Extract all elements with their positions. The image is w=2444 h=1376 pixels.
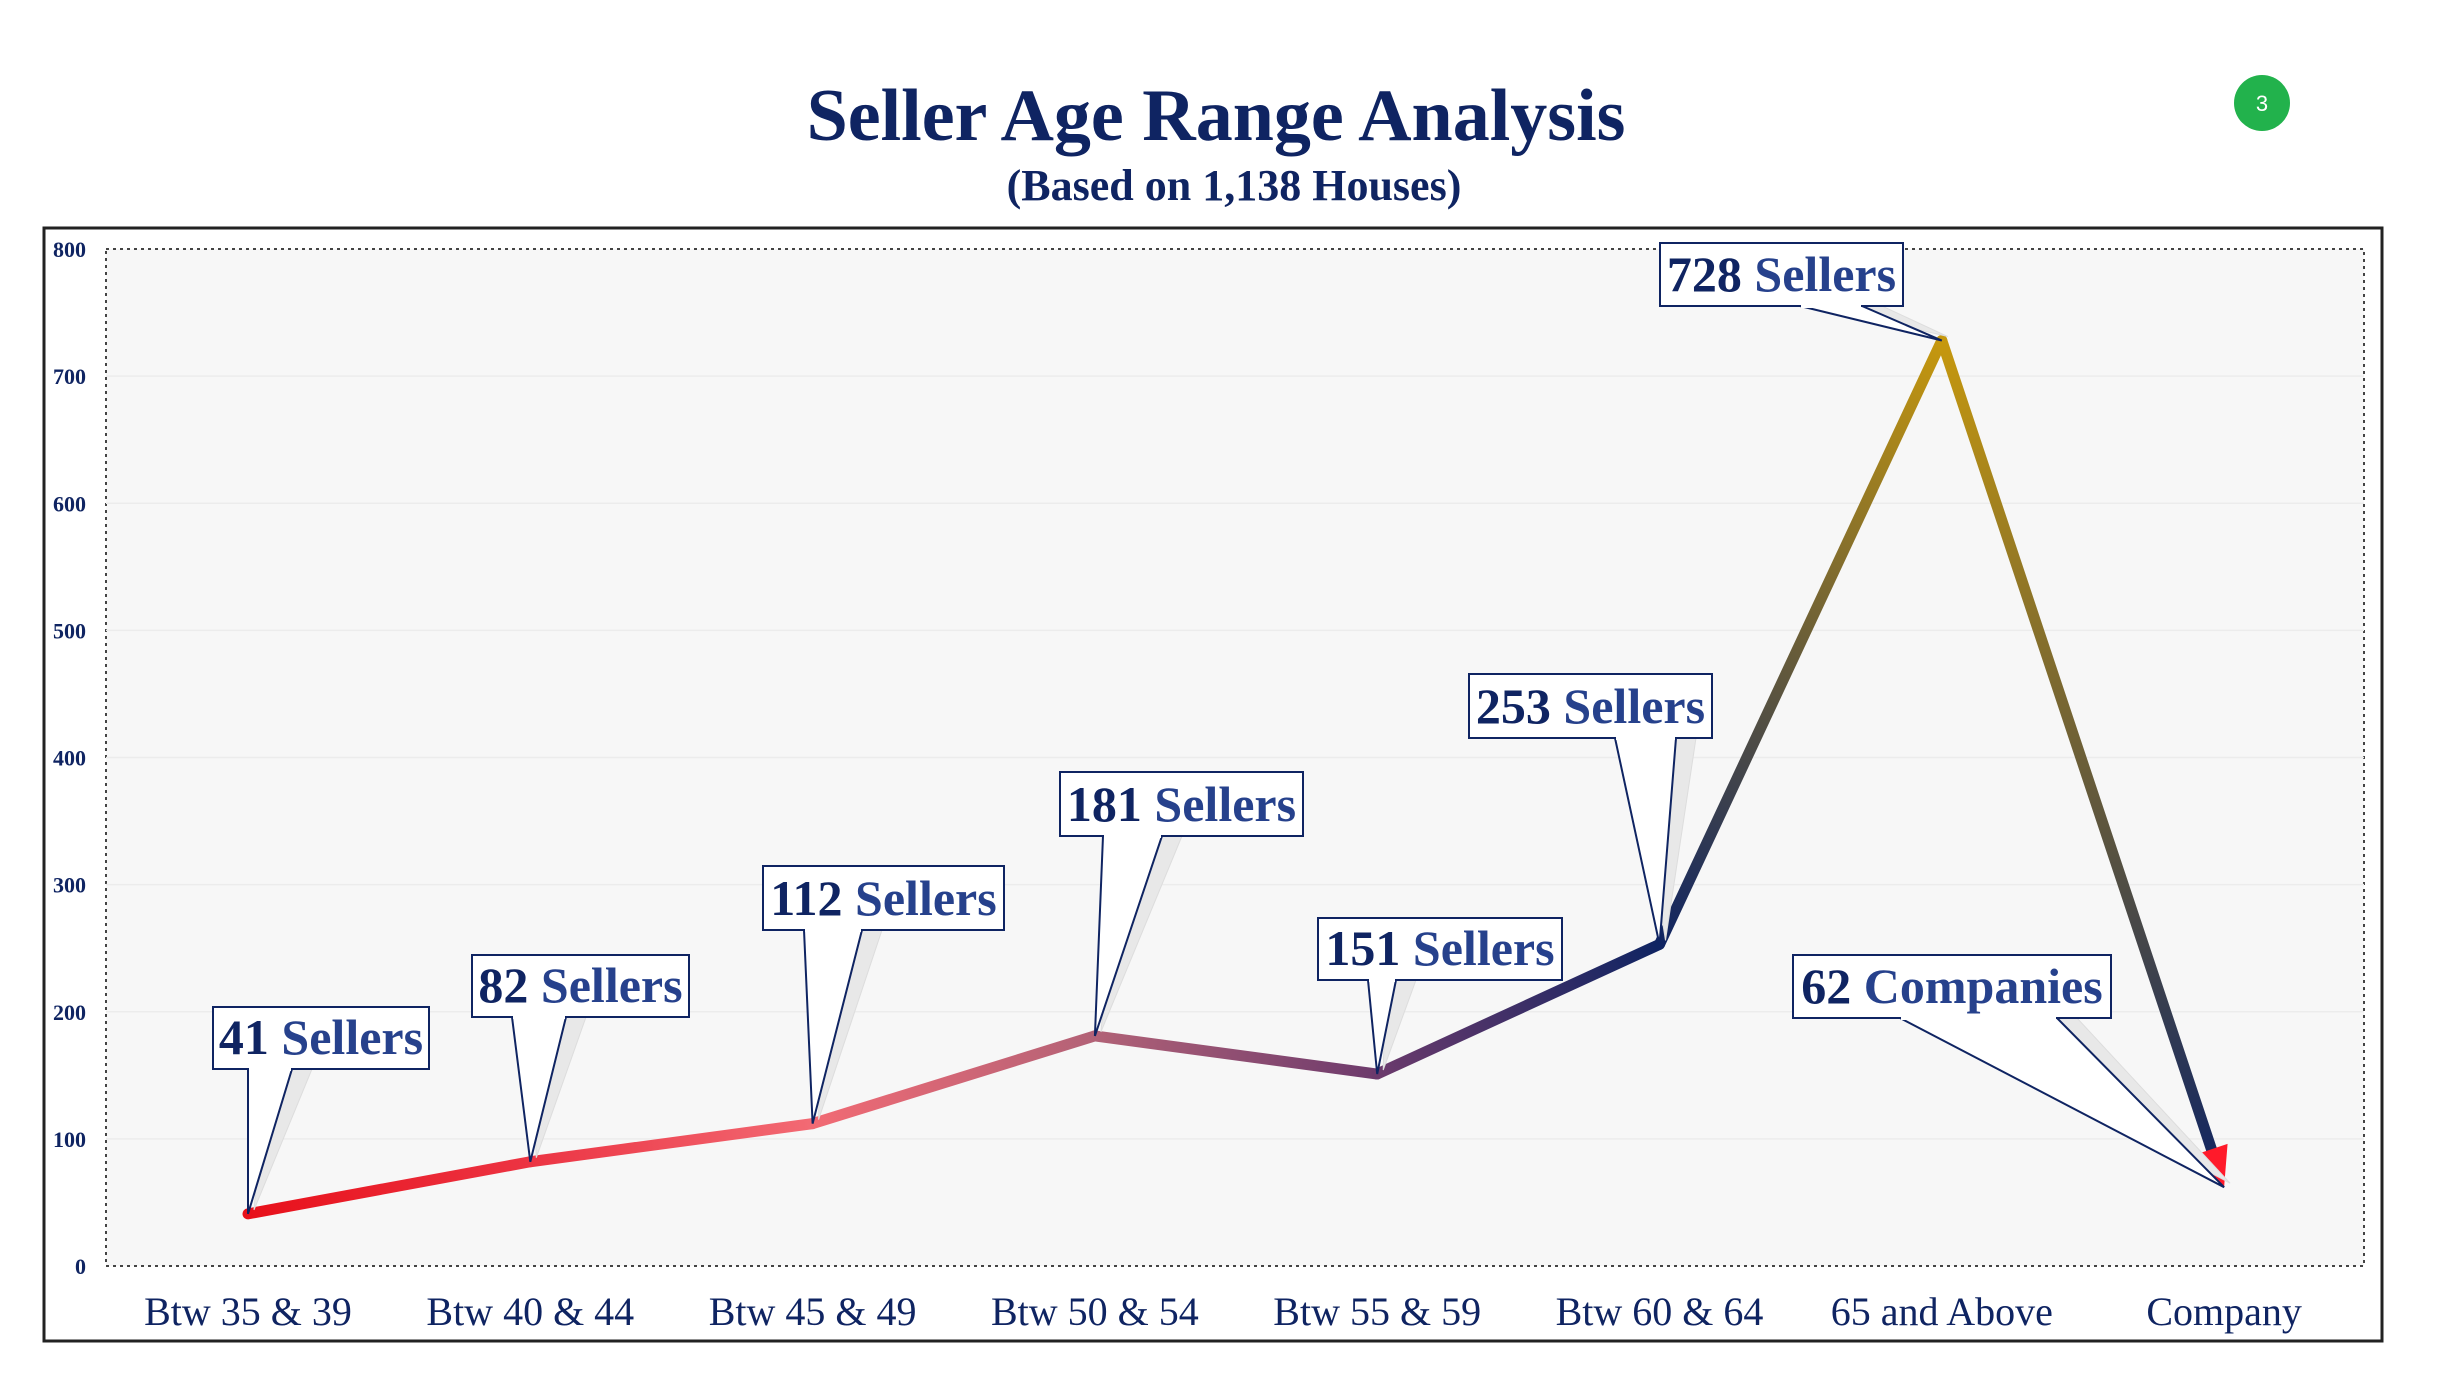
y-tick-label-500: 500: [53, 618, 86, 643]
data-label-box: [1059, 771, 1304, 837]
data-label-text: 41 Sellers: [219, 1009, 423, 1065]
y-axis: 0 100 200 300 400 500 600 700 800: [53, 237, 86, 1279]
data-label-number: 253: [1476, 678, 1564, 734]
data-label-number: 62: [1801, 958, 1864, 1014]
data-label-number: 181: [1067, 776, 1155, 832]
data-label-word: Sellers: [281, 1009, 423, 1065]
data-label-5: 151 Sellers: [1317, 917, 1563, 1075]
line-segment-4: [1089, 1030, 1383, 1080]
data-label-number: 41: [219, 1009, 282, 1065]
page-badge-number: 3: [2256, 91, 2268, 116]
y-tick-label-800: 800: [53, 237, 86, 262]
data-label-4: 181 Sellers: [1059, 771, 1304, 1037]
data-label-box: [1317, 917, 1563, 981]
data-label-number: 82: [478, 957, 541, 1013]
data-label-text: 82 Sellers: [478, 957, 682, 1013]
data-label-number: 151: [1325, 920, 1413, 976]
line-segment-7: [1936, 335, 2217, 1155]
y-tick-label-700: 700: [53, 364, 86, 389]
line-segment-1: [242, 1156, 536, 1220]
data-label-7: 728 Sellers: [1659, 242, 1949, 342]
data-label-box: [212, 1006, 430, 1070]
line-segment-2: [524, 1118, 819, 1168]
y-tick-label-200: 200: [53, 1000, 86, 1025]
x-tick-label-6: Btw 60 & 64: [1556, 1289, 1764, 1334]
data-label-word: Sellers: [541, 957, 683, 1013]
data-label-2: 82 Sellers: [471, 954, 690, 1162]
data-label-text: 181 Sellers: [1067, 776, 1296, 832]
x-tick-label-3: Btw 45 & 49: [709, 1289, 917, 1334]
data-label-box: [762, 865, 1005, 931]
x-tick-label-8: Company: [2146, 1289, 2302, 1334]
chart-frame: [42, 226, 2384, 1343]
data-label-number: 112: [770, 870, 855, 926]
x-axis: Btw 35 & 39 Btw 40 & 44 Btw 45 & 49 Btw 50 …: [144, 1289, 2302, 1334]
data-label-6: 253 Sellers: [1468, 673, 1713, 945]
y-tick-label-100: 100: [53, 1127, 86, 1152]
data-label-word: Sellers: [1754, 246, 1896, 302]
data-label-text: 728 Sellers: [1667, 246, 1896, 302]
data-label-text: 62 Companies: [1801, 958, 2102, 1014]
data-label-box: [1792, 954, 2112, 1019]
page-badge: 3: [2234, 75, 2290, 131]
data-label-box: [1468, 673, 1713, 739]
page-badge-circle: [2234, 75, 2290, 131]
line-segment-6: [1654, 335, 1948, 950]
data-label-text: 151 Sellers: [1325, 920, 1554, 976]
data-label-word: Sellers: [1154, 776, 1296, 832]
chart-title: Seller Age Range Analysis: [807, 75, 1626, 157]
y-tick-label-0: 0: [75, 1254, 86, 1279]
data-label-number: 728: [1667, 246, 1755, 302]
line-segment-5: [1371, 938, 1665, 1080]
chart-subtitle: (Based on 1,138 Houses): [1007, 161, 1462, 210]
y-tick-label-600: 600: [53, 491, 86, 516]
data-label-8: 62 Companies: [1792, 954, 2231, 1189]
x-tick-label-2: Btw 40 & 44: [426, 1289, 634, 1334]
x-tick-label-5: Btw 55 & 59: [1273, 1289, 1481, 1334]
data-label-box: [1659, 242, 1904, 307]
y-tick-label-300: 300: [53, 873, 86, 898]
data-label-text: 112 Sellers: [770, 870, 996, 926]
data-label-word: Companies: [1864, 958, 2103, 1014]
line-segment-3: [807, 1030, 1101, 1130]
y-tick-label-400: 400: [53, 746, 86, 771]
data-label-3: 112 Sellers: [762, 865, 1005, 1124]
data-label-word: Sellers: [855, 870, 997, 926]
data-label-word: Sellers: [1563, 678, 1705, 734]
x-tick-label-7: 65 and Above: [1831, 1289, 2053, 1334]
x-tick-label-1: Btw 35 & 39: [144, 1289, 352, 1334]
x-tick-label-4: Btw 50 & 54: [991, 1289, 1199, 1334]
data-label-1: 41 Sellers: [212, 1006, 430, 1215]
data-label-box: [471, 954, 690, 1018]
data-label-text: 253 Sellers: [1476, 678, 1705, 734]
data-label-word: Sellers: [1413, 920, 1555, 976]
